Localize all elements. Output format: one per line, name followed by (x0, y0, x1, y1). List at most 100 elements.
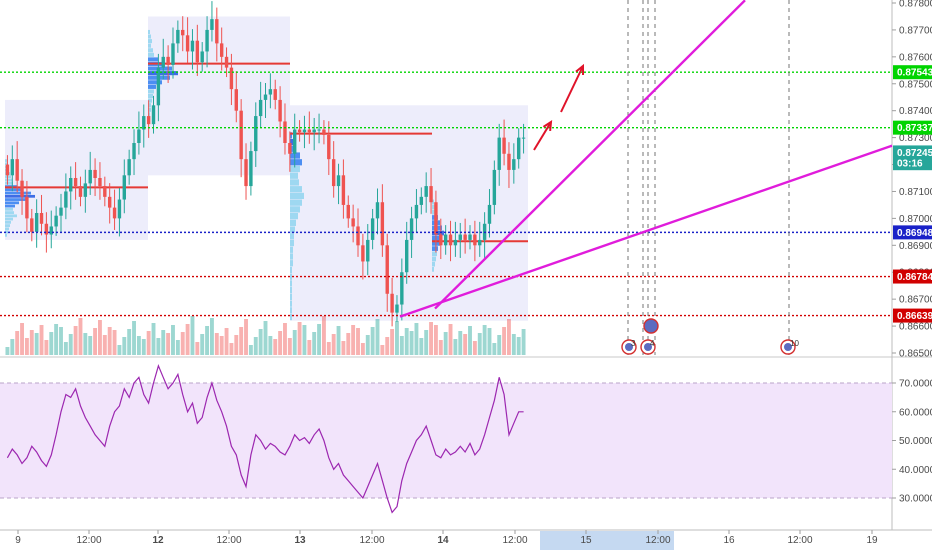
time-tick-label: 15 (580, 535, 592, 546)
candle-body (487, 204, 492, 224)
time-tick-label: 12:00 (216, 535, 241, 546)
time-tick-label: 12:00 (645, 535, 670, 546)
candle-body (5, 164, 10, 176)
profile-bar (148, 48, 153, 53)
profile-bar (290, 179, 299, 186)
candle-body (263, 94, 268, 100)
volume-bar (161, 330, 166, 355)
volume-bar (39, 325, 44, 355)
volume-bar (292, 330, 297, 355)
candlestick-layer (5, 1, 526, 327)
volume-bar (312, 332, 317, 355)
profile-bar (5, 191, 31, 195)
volume-bar (326, 342, 331, 355)
candle-body (161, 56, 165, 68)
rsi-tick-label: 40.0000 (899, 465, 932, 476)
profile-bar (5, 220, 11, 224)
price-tick-label: 0.87000 (899, 214, 932, 225)
candle-body (107, 196, 112, 208)
volume-bar (297, 322, 302, 355)
candle-body (492, 169, 497, 205)
profile-bar (148, 57, 158, 62)
volume-bar (360, 343, 365, 355)
rsi-band-fill (0, 383, 892, 498)
candle-body (497, 137, 501, 170)
volume-bar (487, 328, 492, 355)
event-marker-core (644, 343, 652, 351)
candle-body (385, 245, 389, 294)
price-tag (893, 65, 932, 80)
event-marker-count: 4 (650, 339, 655, 348)
volume-bar (136, 336, 141, 355)
volume-bar (63, 342, 68, 355)
candle-body (312, 129, 316, 133)
candle-body (132, 143, 136, 160)
candle-body (502, 137, 506, 154)
volume-bar (44, 340, 49, 355)
profile-bar (432, 256, 436, 262)
volume-bar (502, 327, 507, 355)
event-marker-upper (643, 318, 659, 334)
volume-bar (458, 331, 463, 355)
profile-bar (290, 145, 296, 152)
rsi-line (6, 363, 524, 514)
candle-body (151, 105, 156, 125)
profile-bar (290, 300, 292, 307)
profile-bar (290, 287, 292, 294)
volume-bar (414, 323, 419, 355)
candle-body (448, 234, 453, 246)
candle-body (54, 215, 58, 227)
candle-body (351, 218, 355, 227)
volume-bar (156, 338, 161, 355)
candle-body (361, 245, 365, 262)
time-tick-label: 12:00 (787, 535, 812, 546)
candle-body (439, 234, 443, 246)
profile-bar (290, 159, 302, 166)
volume-bar (151, 323, 156, 355)
profile-bar (5, 201, 19, 205)
profile-bar (290, 239, 294, 247)
volume-bar (263, 321, 268, 355)
volume-bar (180, 332, 185, 355)
candle-body (380, 202, 385, 246)
candle-body (127, 159, 131, 176)
candle-body (20, 180, 24, 197)
profile-bar (148, 98, 152, 103)
profile-bar (290, 260, 293, 267)
candle-body (356, 226, 360, 246)
candle-body (297, 129, 302, 133)
profile-bar (148, 94, 153, 99)
profile-bar (5, 224, 10, 227)
time-tick-label: 12:00 (359, 535, 384, 546)
volume-bar (102, 335, 107, 355)
candle-body (521, 137, 526, 139)
volume-bars-layer (5, 316, 526, 355)
candle-body (395, 304, 399, 313)
profile-bar (5, 159, 7, 162)
price-tag (893, 120, 932, 135)
profile-bar (148, 89, 154, 94)
candle-body (239, 110, 243, 160)
candle-body (478, 239, 482, 246)
candle-body (215, 19, 219, 44)
time-tick-label: 12:00 (76, 535, 101, 546)
profile-bar (148, 39, 152, 44)
volume-bar (341, 341, 346, 355)
candle-body (10, 159, 15, 176)
volume-bar (399, 336, 404, 355)
event-marker-core (625, 343, 633, 351)
volume-bar (83, 333, 88, 355)
volume-profile-layer (5, 16, 528, 321)
volume-bar (516, 337, 521, 355)
price-tick-label: 0.87700 (899, 25, 932, 36)
price-tick-label: 0.87800 (899, 0, 932, 10)
volume-bar (482, 325, 487, 355)
volume-bar (365, 335, 370, 355)
candle-body (293, 129, 297, 154)
candle-body (434, 202, 438, 235)
candle-body (88, 169, 92, 184)
volume-bar (49, 332, 54, 355)
volume-bar (15, 331, 20, 355)
profile-bar (5, 207, 13, 211)
